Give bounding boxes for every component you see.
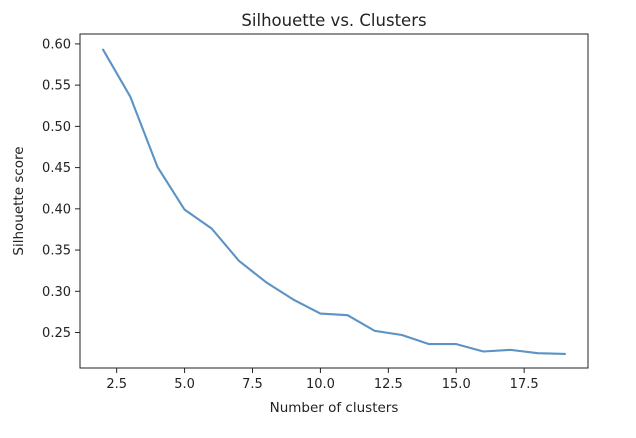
chart-title: Silhouette vs. Clusters [241,11,426,30]
y-tick-label: 0.50 [42,120,71,135]
y-tick-label: 0.30 [42,285,71,300]
x-tick-label: 15.0 [442,377,471,392]
x-tick-label: 10.0 [306,377,335,392]
y-tick-label: 0.25 [42,326,71,341]
y-tick-label: 0.55 [42,79,71,94]
y-tick-label: 0.40 [42,202,71,217]
y-tick-label: 0.35 [42,244,71,259]
silhouette-line [102,48,566,356]
x-tick-label: 12.5 [374,377,403,392]
x-tick-label: 17.5 [510,377,539,392]
y-tick-label: 0.60 [42,37,71,52]
x-axis: 2.5 5.0 7.5 10.0 12.5 15.0 17.5 [106,368,539,392]
y-axis-label: Silhouette score [11,146,27,255]
y-tick-label: 0.45 [42,161,71,176]
y-axis: 0.25 0.30 0.35 0.40 0.45 0.50 0.55 0.60 [42,37,80,341]
x-tick-label: 2.5 [106,377,127,392]
plot-area [79,33,589,369]
x-tick-label: 7.5 [242,377,263,392]
x-axis-label: Number of clusters [270,400,399,416]
x-tick-label: 5.0 [174,377,195,392]
